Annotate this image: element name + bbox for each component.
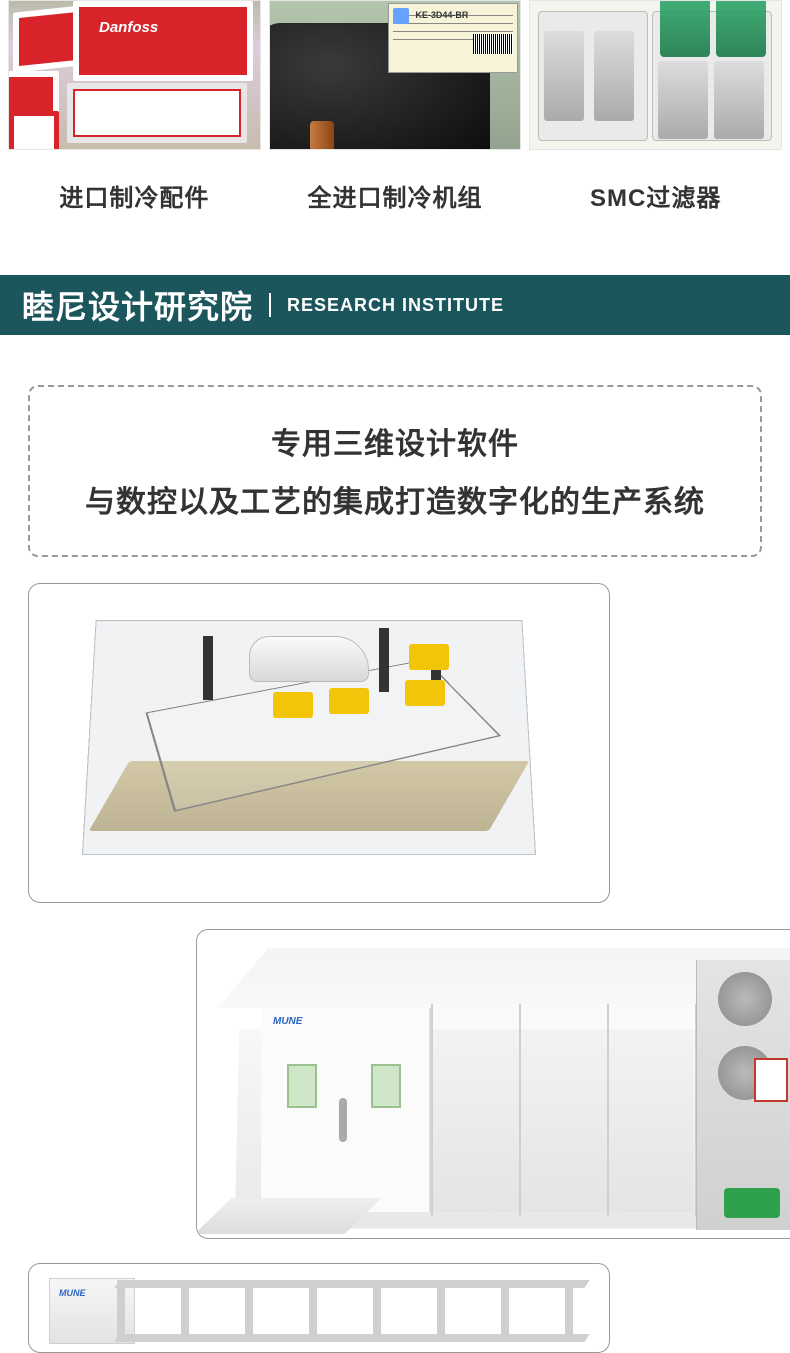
- product-image-compressor: KE-3D44-BR: [269, 0, 522, 150]
- car-model-icon: [249, 636, 369, 682]
- brand-logo: MUNE: [59, 1288, 86, 1298]
- product-label-2: 全进口制冷机组: [308, 178, 483, 213]
- compressor-plate: KE-3D44-BR: [388, 3, 518, 73]
- render-panel-3: MUNE: [28, 1263, 610, 1353]
- banner-subtitle: RESEARCH INSTITUTE: [287, 295, 504, 316]
- callout-line-2: 与数控以及工艺的集成打造数字化的生产系统: [50, 477, 740, 521]
- brand-logo: MUNE: [273, 1016, 302, 1027]
- banner-divider: [269, 293, 271, 317]
- danfoss-logo: Danfoss: [99, 19, 158, 36]
- callout-line-1: 专用三维设计软件: [50, 419, 740, 463]
- fan-icon: [718, 972, 772, 1026]
- product-card-1: Danfoss 进口制冷配件: [8, 0, 261, 213]
- product-card-3: SMC过滤器: [529, 0, 782, 213]
- product-label-1: 进口制冷配件: [59, 178, 209, 213]
- banner-title: 睦尼设计研究院: [22, 282, 253, 328]
- product-image-refrigeration-parts: Danfoss: [8, 0, 261, 150]
- render-panel-1: [28, 583, 610, 903]
- product-card-2: KE-3D44-BR 全进口制冷机组: [269, 0, 522, 213]
- product-row: Danfoss 进口制冷配件 KE-3D44-BR 全进口制冷机组 SMC过滤器: [0, 0, 790, 213]
- callout-box: 专用三维设计软件 与数控以及工艺的集成打造数字化的生产系统: [28, 385, 762, 557]
- product-label-3: SMC过滤器: [590, 178, 721, 213]
- plate-code: KE-3D44-BR: [415, 10, 468, 20]
- product-image-smc-filter: [529, 0, 782, 150]
- section-banner: 睦尼设计研究院 RESEARCH INSTITUTE: [0, 275, 790, 335]
- render-panel-2: MUNE: [196, 929, 790, 1239]
